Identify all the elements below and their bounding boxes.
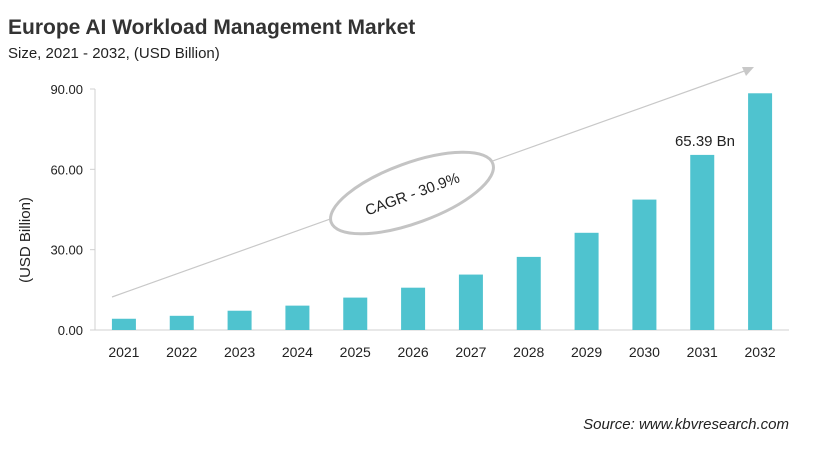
bar-2032 (748, 93, 773, 330)
y-tick-label: 60.00 (50, 162, 83, 177)
chart-title: Europe AI Workload Management Market (8, 16, 416, 39)
x-tick-label: 2026 (398, 344, 429, 360)
bar-2023 (227, 310, 252, 330)
cagr-ellipse (329, 150, 495, 236)
source-note: Source: www.kbvresearch.com (583, 416, 789, 433)
cagr-arrow-head (742, 67, 754, 76)
chart-subtitle: Size, 2021 - 2032, (USD Billion) (8, 45, 220, 62)
x-tick-label: 2024 (282, 344, 313, 360)
bar-2031 (690, 154, 715, 330)
x-tick-label: 2032 (745, 344, 776, 360)
x-tick-label: 2031 (687, 344, 718, 360)
bar-2022 (169, 315, 194, 330)
bar-2029 (574, 232, 599, 330)
y-tick-label: 30.00 (50, 243, 83, 258)
y-axis-title: (USD Billion) (17, 197, 34, 283)
bar-2024 (285, 305, 310, 330)
x-tick-label: 2030 (629, 344, 660, 360)
data-label-2031: 65.39 Bn (675, 133, 735, 150)
bar-2025 (343, 297, 368, 330)
y-tick-label: 90.00 (50, 82, 83, 97)
y-tick-label: 0.00 (58, 323, 83, 338)
bar-2026 (401, 287, 426, 330)
x-tick-label: 2023 (224, 344, 255, 360)
bar-2030 (632, 199, 657, 330)
x-tick-label: 2027 (455, 344, 486, 360)
x-tick-label: 2029 (571, 344, 602, 360)
bar-2028 (516, 256, 541, 330)
x-tick-label: 2022 (166, 344, 197, 360)
x-tick-label: 2028 (513, 344, 544, 360)
bar-2021 (111, 318, 136, 330)
bar-2027 (458, 274, 483, 330)
x-tick-label: 2025 (340, 344, 371, 360)
x-tick-label: 2021 (108, 344, 139, 360)
